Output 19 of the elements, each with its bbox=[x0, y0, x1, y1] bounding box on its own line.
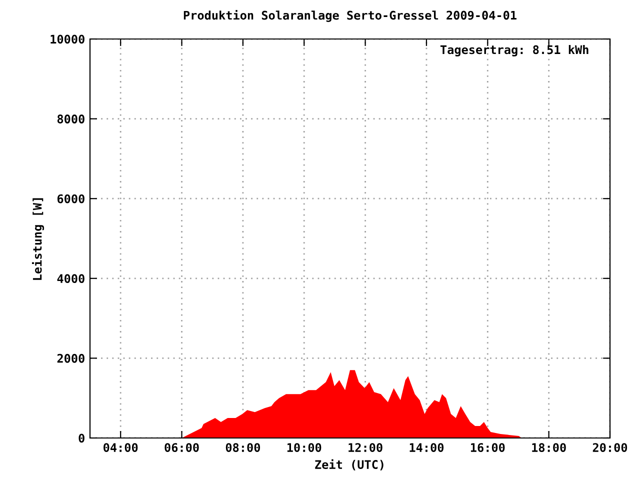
x-tick-label: 16:00 bbox=[470, 443, 505, 452]
x-axis-title: Zeit (UTC) bbox=[315, 459, 384, 470]
x-tick-label: 08:00 bbox=[226, 443, 260, 452]
y-axis-title: Leistung [W] bbox=[32, 198, 44, 280]
y-tick-label: 8000 bbox=[57, 114, 84, 124]
x-tick-label: 14:00 bbox=[410, 443, 444, 452]
chart-title: Produktion Solaranlage Serto-Gressel 2009-04-01 bbox=[184, 10, 516, 22]
x-tick-label: 10:00 bbox=[287, 443, 322, 452]
x-tick-label: 20:00 bbox=[592, 443, 628, 452]
y-tick-label: 10000 bbox=[50, 34, 84, 44]
annotation: Tagesertrag: 8.51 kWh bbox=[440, 44, 588, 56]
x-tick-label: 06:00 bbox=[164, 443, 199, 452]
x-tick-label: 18:00 bbox=[532, 443, 566, 452]
y-tick-label: 0 bbox=[78, 434, 84, 443]
x-tick-label: 04:00 bbox=[104, 443, 138, 452]
y-tick-label: 6000 bbox=[57, 194, 84, 204]
x-tick-label: 12:00 bbox=[348, 443, 382, 452]
y-tick-label: 4000 bbox=[57, 274, 84, 284]
y-tick-label: 2000 bbox=[57, 354, 84, 363]
